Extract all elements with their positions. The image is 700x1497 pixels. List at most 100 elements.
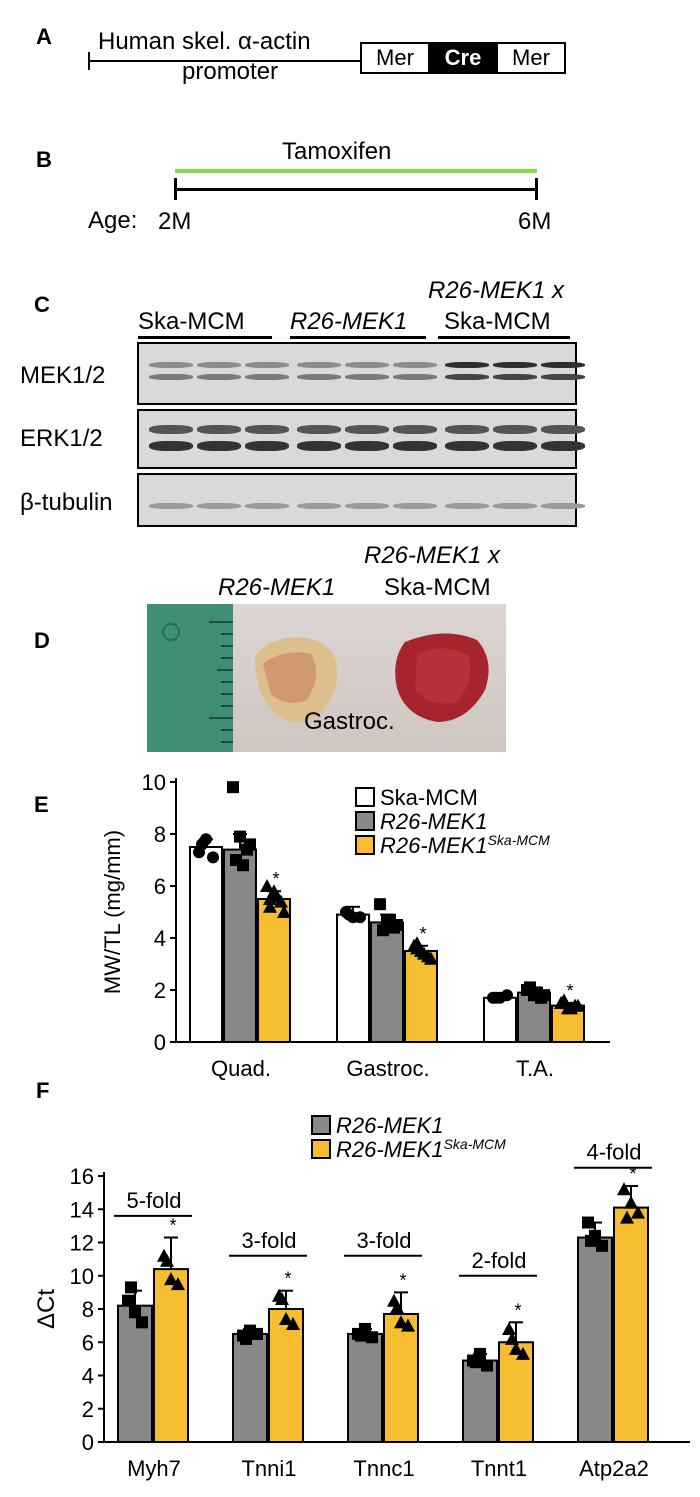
- blot-band: [393, 425, 437, 434]
- timeline-line: [175, 188, 537, 191]
- y-tick-label: 12: [70, 1231, 94, 1256]
- blot-band: [297, 362, 341, 368]
- blot-band: [393, 362, 437, 368]
- group-label-r26-mek1: R26-MEK1: [290, 308, 408, 335]
- blot-erk: [137, 409, 585, 469]
- y-tick-label: 2: [82, 1397, 94, 1422]
- blot-band: [345, 362, 389, 368]
- bar: [153, 1268, 189, 1443]
- data-point: [624, 1195, 638, 1209]
- group-label-ska-mcm: Ska-MCM: [138, 308, 245, 335]
- bar: [336, 913, 370, 1044]
- data-point: [227, 781, 239, 794]
- bar: [577, 1236, 613, 1443]
- blot-band: [297, 441, 341, 451]
- significance-star: *: [272, 869, 279, 889]
- blot-band: [297, 425, 341, 434]
- blot-band: [541, 441, 585, 451]
- y-tick-label: 0: [154, 1030, 166, 1055]
- x-tick-label: Tnnc1: [353, 1456, 414, 1481]
- data-point: [366, 1331, 378, 1344]
- y-tick-label: 4: [154, 926, 166, 951]
- data-point: [501, 989, 513, 1002]
- y-tick-label: 6: [82, 1330, 94, 1355]
- bar: [370, 921, 404, 1043]
- blot-band: [245, 425, 289, 434]
- data-point: [240, 1332, 252, 1345]
- age-label: Age:: [88, 207, 138, 234]
- group-underline-2: [290, 336, 426, 339]
- y-tick-label: 10: [142, 770, 166, 795]
- legend-swatch: [311, 1115, 331, 1135]
- data-point: [410, 936, 424, 950]
- data-point: [391, 919, 403, 931]
- data-point: [263, 899, 277, 913]
- y-tick-label: 4: [82, 1364, 94, 1389]
- blot-band: [149, 425, 193, 434]
- data-point: [516, 1346, 530, 1360]
- x-tick-label: Tnni1: [241, 1456, 296, 1481]
- data-point: [275, 1292, 289, 1306]
- data-point: [490, 991, 502, 1004]
- legend-label: Ska-MCM: [380, 785, 478, 810]
- fold-label: 3-fold: [356, 1228, 411, 1253]
- bar: [404, 950, 438, 1043]
- group-label-cross-line1: R26-MEK1 x: [428, 277, 565, 304]
- tamoxifen-bar: [175, 169, 537, 173]
- blot-band: [197, 374, 241, 380]
- blot-band: [541, 362, 585, 368]
- panel-label-c: C: [34, 292, 50, 317]
- significance-star: *: [629, 1164, 636, 1184]
- timeline-end-tick: [535, 178, 538, 200]
- y-tick-label: 10: [70, 1264, 94, 1289]
- age-end: 6M: [518, 208, 552, 235]
- significance-star: *: [399, 1270, 406, 1290]
- ruler: [147, 604, 233, 752]
- promoter-text-line2: promoter: [182, 58, 279, 85]
- data-point: [481, 1359, 493, 1372]
- data-point: [207, 851, 219, 864]
- data-point: [424, 951, 438, 965]
- data-point: [129, 1306, 141, 1319]
- blot-band: [245, 441, 289, 451]
- data-point: [509, 1341, 523, 1355]
- legend-swatch: [355, 787, 375, 807]
- legend-swatch: [355, 811, 375, 831]
- panel-label-d: D: [34, 628, 50, 653]
- x-tick-label: Quad.: [211, 1056, 271, 1081]
- legend-label: R26-MEK1Ska-MCM: [336, 1136, 506, 1162]
- group-underline-3: [438, 336, 570, 339]
- panel-label-a: A: [36, 24, 52, 49]
- row-label-mek: MEK1/2: [20, 362, 106, 389]
- data-point: [244, 838, 256, 851]
- significance-star: *: [284, 1269, 291, 1289]
- fold-label: 5-fold: [126, 1188, 181, 1213]
- data-point: [390, 1300, 404, 1314]
- blot-band: [345, 374, 389, 380]
- blot-band: [393, 503, 437, 509]
- blot-band: [345, 503, 389, 509]
- data-point: [582, 1216, 594, 1229]
- legend-swatch: [311, 1139, 331, 1159]
- data-point: [631, 1205, 645, 1219]
- data-point: [394, 1315, 408, 1329]
- panel-label-f: F: [36, 1078, 50, 1103]
- data-point: [502, 1321, 516, 1335]
- blot-band: [445, 425, 489, 434]
- tamoxifen-label: Tamoxifen: [282, 138, 392, 165]
- data-point: [160, 1253, 174, 1267]
- x-tick-label: Gastroc.: [346, 1056, 429, 1081]
- blot-band: [541, 503, 585, 509]
- muscle-cross-shade: [415, 648, 471, 704]
- blot-band: [445, 362, 489, 368]
- blot-band: [297, 374, 341, 380]
- blot-band: [197, 441, 241, 451]
- muscle-photo: Gastroc.: [147, 604, 506, 752]
- legend-label: R26-MEK1: [380, 809, 488, 834]
- data-point: [374, 898, 386, 911]
- data-point: [417, 946, 431, 960]
- bar: [613, 1206, 649, 1444]
- blot-band: [445, 441, 489, 451]
- data-point: [470, 1356, 482, 1369]
- chart-e: 0 2 4 6 8 10 MW/TL (mg/mm) * Quad. * Gastroc. * T.A.…: [100, 770, 610, 1081]
